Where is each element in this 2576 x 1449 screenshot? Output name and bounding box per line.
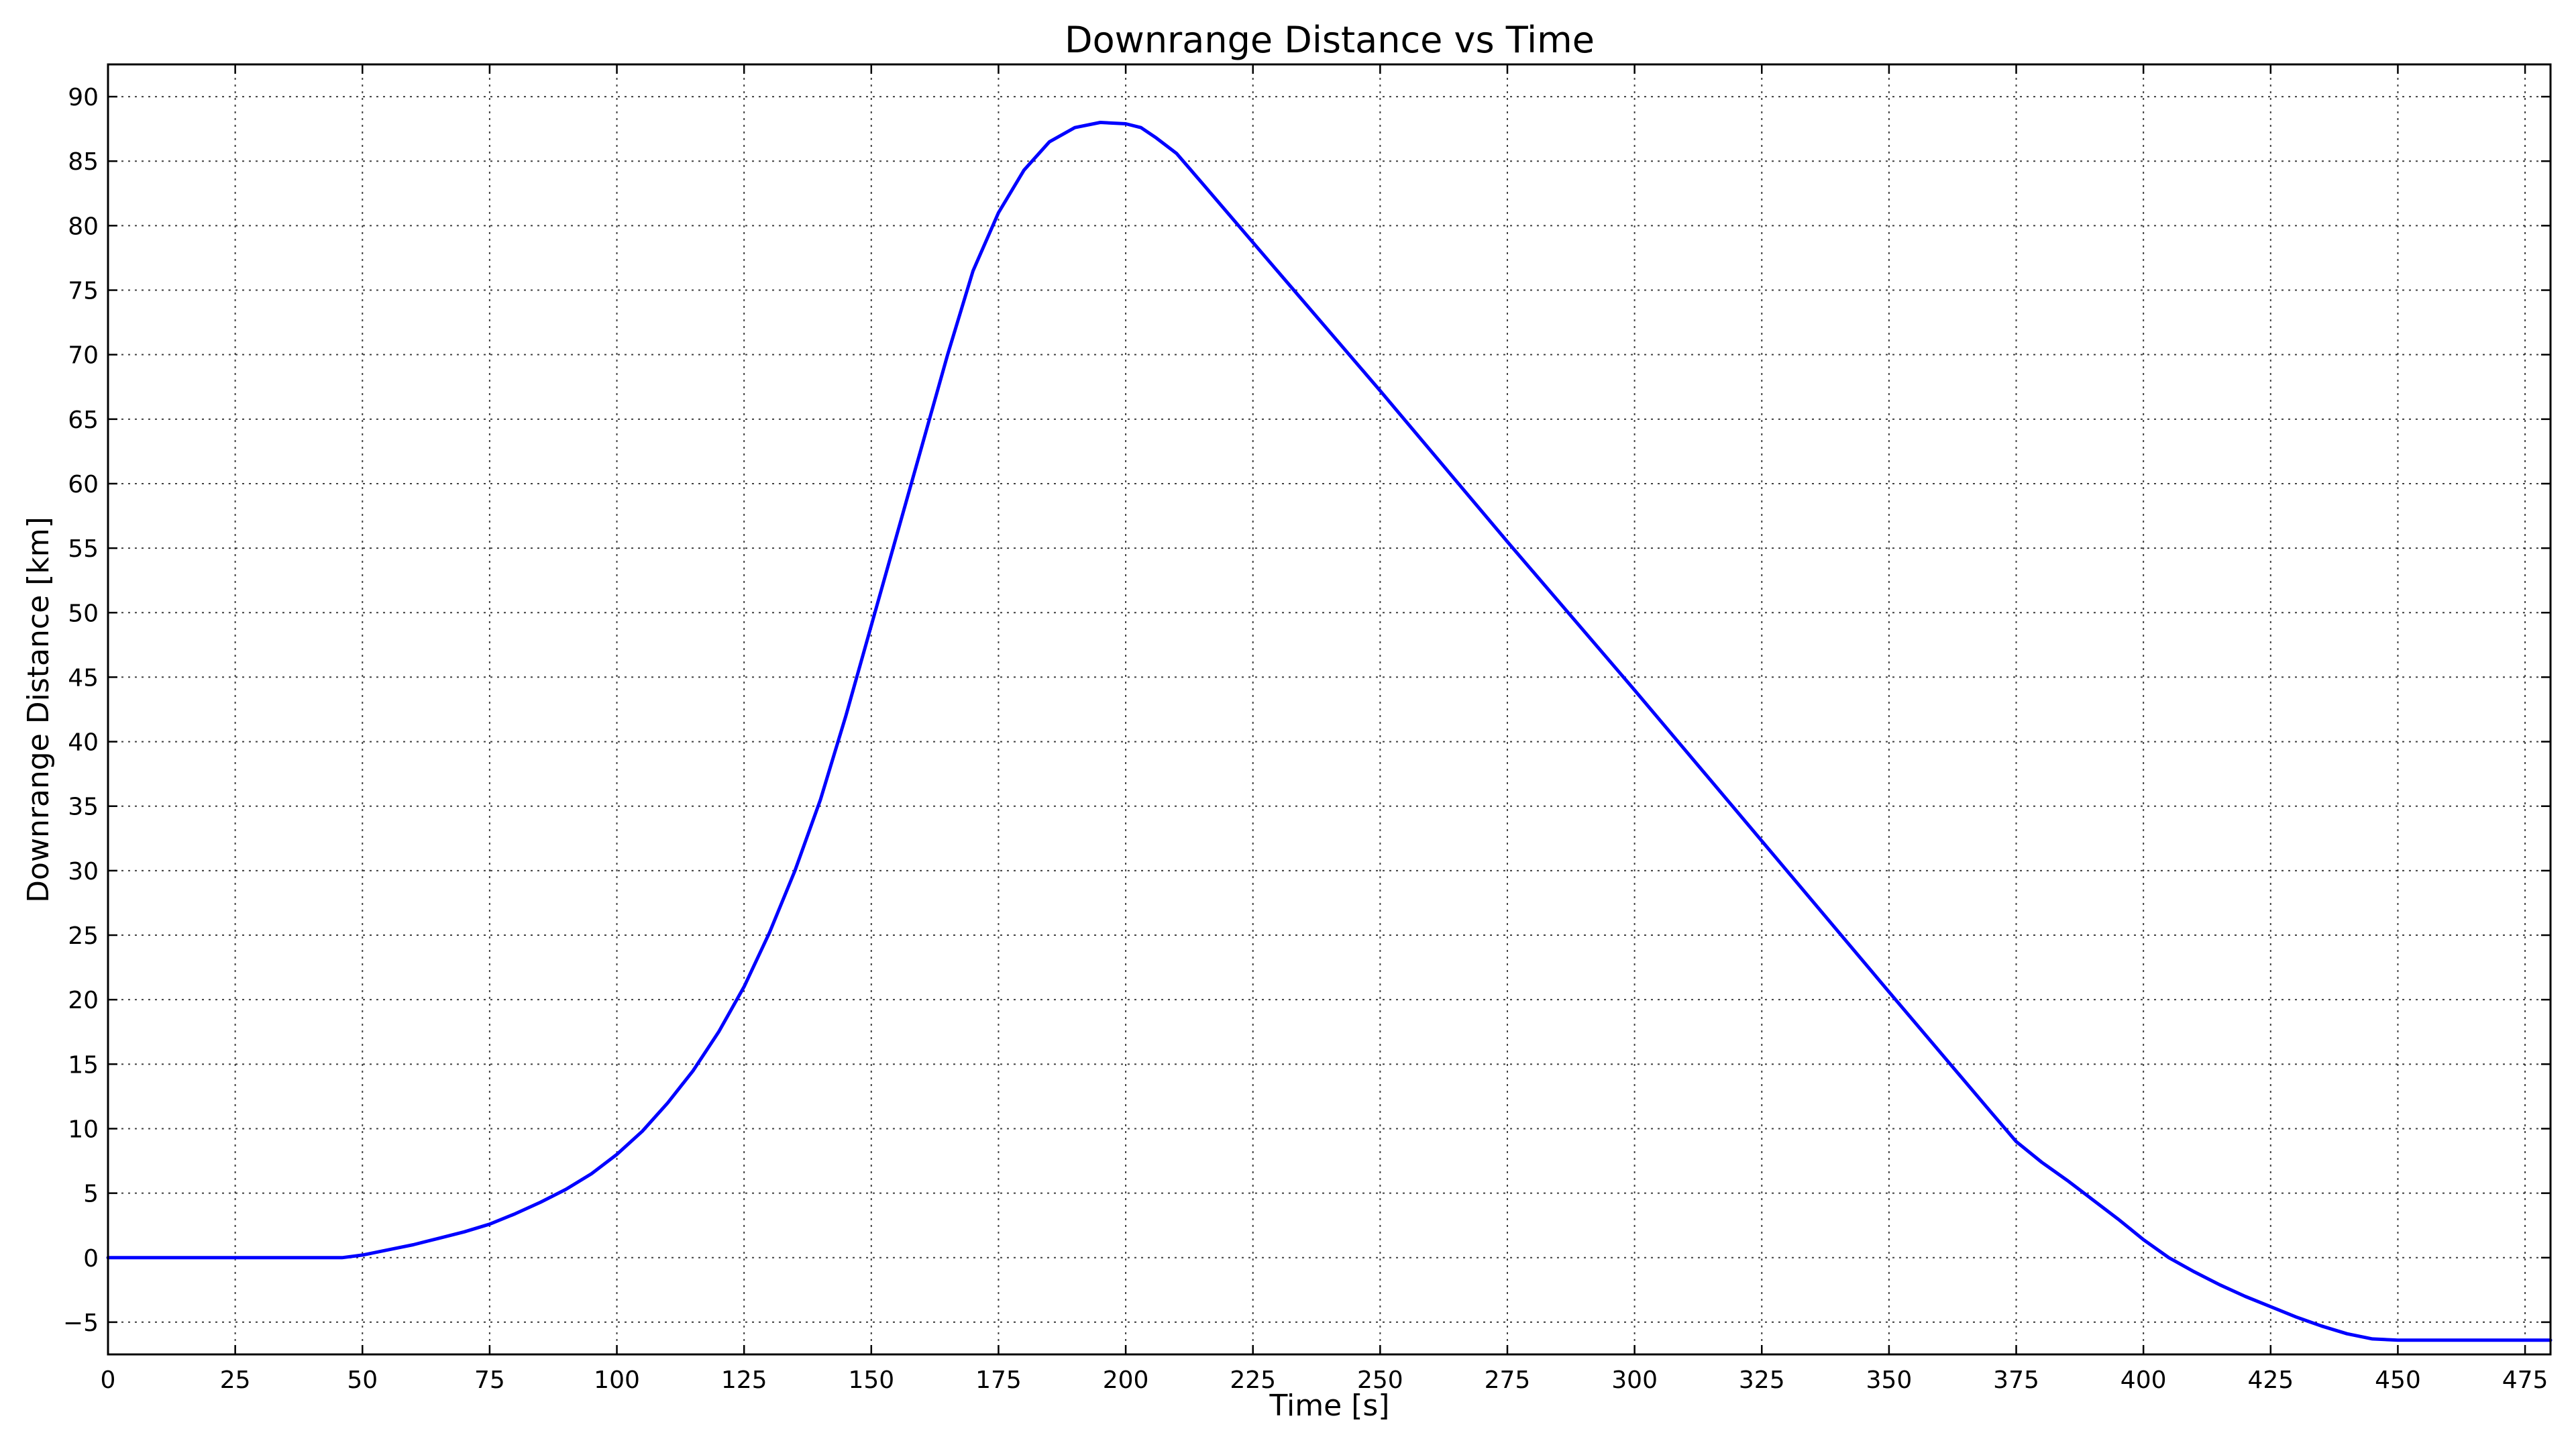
y-tick-label: 60: [68, 471, 99, 498]
y-tick-label: 85: [68, 148, 99, 176]
x-tick-label: 475: [2502, 1366, 2548, 1394]
y-tick-label: 15: [68, 1051, 99, 1079]
x-tick-label: 125: [721, 1366, 767, 1394]
x-tick-label: 425: [2247, 1366, 2294, 1394]
y-tick-label: 80: [68, 213, 99, 240]
plot-frame: [107, 63, 2552, 1356]
series-layer: [106, 121, 2553, 1342]
x-tick-label: 50: [347, 1366, 378, 1394]
y-axis-label: Downrange Distance [km]: [21, 517, 56, 903]
grid-lines: [107, 64, 2551, 1354]
y-tick-label: 75: [68, 278, 99, 305]
chart-title: Downrange Distance vs Time: [1065, 19, 1595, 61]
x-tick-label: 275: [1485, 1366, 1531, 1394]
x-axis-label: Time [s]: [1269, 1389, 1390, 1423]
axis-ticks: [107, 64, 2551, 1354]
x-axis-tick-labels: 0 25 50 75 100 125 150 175 200 225 250 275 300 325 350…: [101, 1366, 2548, 1394]
x-tick-label: 0: [101, 1366, 116, 1394]
y-tick-label: 0: [83, 1245, 99, 1273]
x-tick-label: 225: [1230, 1366, 1276, 1394]
x-tick-label: 325: [1739, 1366, 1785, 1394]
series-line-0: [106, 121, 2553, 1342]
x-tick-label: 350: [1866, 1366, 1913, 1394]
x-tick-label: 300: [1611, 1366, 1658, 1394]
y-tick-label: 10: [68, 1116, 99, 1143]
y-tick-label: 25: [68, 922, 99, 950]
x-tick-label: 375: [1993, 1366, 2039, 1394]
y-tick-label: 40: [68, 729, 99, 757]
y-tick-label: 70: [68, 342, 99, 370]
x-tick-label: 400: [2121, 1366, 2167, 1394]
x-tick-label: 25: [220, 1366, 251, 1394]
y-axis-tick-labels: −5 0 5 10 15 20 25 30 35 40 45 50 55 60 65 70 75 80 85 90: [63, 84, 99, 1337]
y-tick-label: 55: [68, 535, 99, 563]
x-tick-label: 150: [848, 1366, 894, 1394]
y-tick-label: 90: [68, 84, 99, 111]
x-tick-label: 450: [2375, 1366, 2421, 1394]
y-tick-label: 30: [68, 858, 99, 885]
y-tick-label: 65: [68, 407, 99, 434]
y-tick-label: 20: [68, 987, 99, 1014]
x-tick-label: 100: [594, 1366, 640, 1394]
x-tick-label: 250: [1357, 1366, 1403, 1394]
y-tick-label: 45: [68, 664, 99, 692]
y-tick-label: 50: [68, 600, 99, 627]
y-tick-label: 5: [83, 1181, 99, 1208]
y-tick-label: −5: [63, 1309, 99, 1337]
x-tick-label: 75: [474, 1366, 505, 1394]
x-tick-label: 200: [1103, 1366, 1149, 1394]
x-tick-label: 175: [975, 1366, 1022, 1394]
y-tick-label: 35: [68, 794, 99, 821]
